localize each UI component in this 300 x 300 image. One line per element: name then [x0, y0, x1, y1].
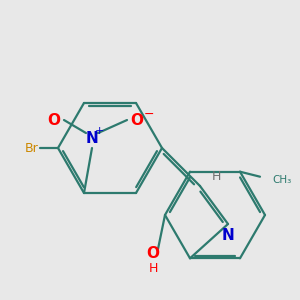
Text: −: −: [144, 107, 154, 121]
Text: N: N: [222, 228, 234, 243]
Text: N: N: [85, 130, 98, 146]
Text: O: O: [130, 112, 143, 128]
Text: CH₃: CH₃: [272, 175, 291, 185]
Text: H: H: [148, 262, 158, 275]
Text: +: +: [94, 126, 104, 136]
Text: Br: Br: [24, 142, 38, 154]
Text: H: H: [212, 169, 221, 182]
Text: O: O: [47, 112, 61, 128]
Text: O: O: [146, 245, 160, 260]
